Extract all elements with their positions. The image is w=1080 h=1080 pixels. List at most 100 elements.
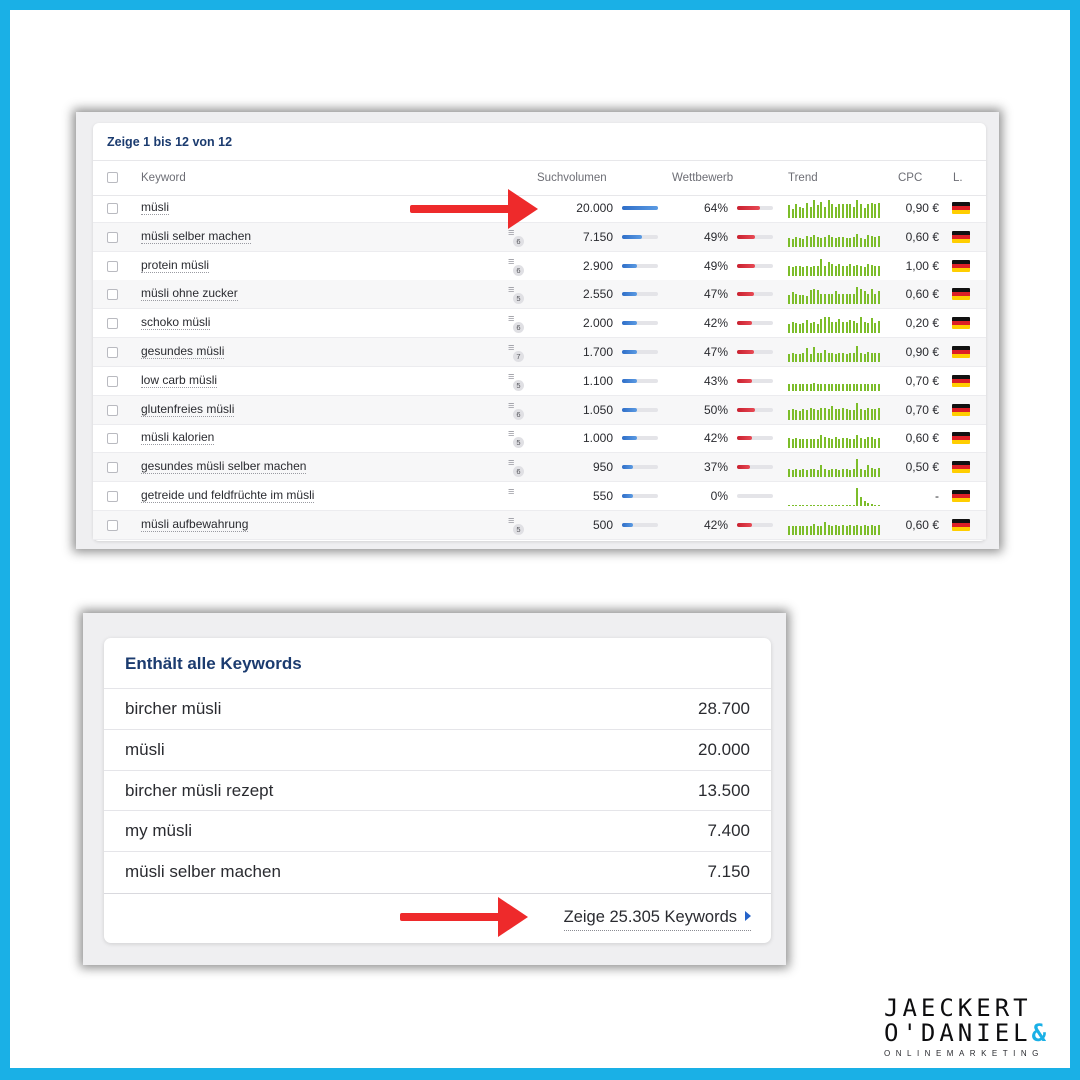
serp-features[interactable]: ≡ 6 xyxy=(508,457,524,478)
trend-bar xyxy=(806,410,808,420)
trend-bar xyxy=(842,505,844,506)
table-row[interactable]: müsli selber machen ≡ 6 7.150 49% 0,60 € xyxy=(93,222,986,252)
keyword-link[interactable]: getreide und feldfrüchte im müsli xyxy=(141,488,315,503)
trend-bar xyxy=(824,293,826,305)
serp-features[interactable]: ≡ xyxy=(508,486,524,506)
table-row[interactable]: müsli kalorien ≡ 5 1.000 42% 0,60 € xyxy=(93,424,986,454)
serp-features[interactable]: ≡ 6 xyxy=(508,313,524,334)
trend-bar xyxy=(824,505,826,506)
keyword-link[interactable]: müsli kalorien xyxy=(141,430,215,446)
cpc-value: 0,60 € xyxy=(905,287,939,302)
column-header-keyword[interactable]: Keyword xyxy=(141,172,186,184)
column-header-language[interactable]: L. xyxy=(953,172,963,184)
trend-bar xyxy=(809,267,812,276)
show-all-keywords-link[interactable]: Zeige 25.305 Keywords xyxy=(563,908,751,931)
keyword-link[interactable]: müsli selber machen xyxy=(141,228,252,244)
serp-features[interactable]: ≡ 6 xyxy=(508,227,524,247)
row-checkbox[interactable] xyxy=(107,289,118,301)
keyword-link[interactable]: müsli xyxy=(141,200,170,215)
competition-value: 47% xyxy=(703,287,728,302)
column-header-volume[interactable]: Suchvolumen xyxy=(537,172,607,184)
serp-features[interactable]: ≡ 6 xyxy=(508,400,524,420)
trend-bar xyxy=(816,526,819,535)
table-row[interactable]: gesundes müsli selber machen ≡ 6 950 37% 0,50… xyxy=(93,453,986,483)
keyword-link[interactable]: gesundes müsli xyxy=(141,344,225,359)
trend-bar xyxy=(798,526,801,535)
trend-sparkline xyxy=(788,371,882,391)
competition-bar xyxy=(737,321,773,326)
serp-features[interactable]: ≡ 5 xyxy=(508,515,524,535)
table-row[interactable]: müsli ohne zucker ≡ 5 2.550 47% 0,60 € xyxy=(93,280,986,310)
column-header-trend[interactable]: Trend xyxy=(788,172,818,184)
column-header-competition[interactable]: Wettbewerb xyxy=(672,172,734,184)
trend-bar xyxy=(791,292,794,305)
select-all-checkbox[interactable] xyxy=(107,172,118,183)
keyword-volume: 7.400 xyxy=(707,821,750,841)
table-row[interactable]: protein müsli ≡ 6 2.900 49% 1,00 € xyxy=(93,252,986,281)
serp-features[interactable]: ≡ 7 xyxy=(508,342,524,362)
trend-bar xyxy=(816,438,819,449)
serp-features[interactable]: ≡ 5 xyxy=(508,428,524,449)
column-header-cpc[interactable]: CPC xyxy=(898,172,923,184)
trend-bar xyxy=(842,321,844,334)
trend-bar xyxy=(791,505,794,506)
table-row[interactable]: gesundes müsli ≡ 7 1.700 47% 0,90 € xyxy=(93,338,986,367)
serp-features[interactable]: ≡ 6 xyxy=(508,256,524,276)
table-row[interactable]: getreide und feldfrüchte im müsli ≡ 550 0% - xyxy=(93,482,986,511)
table-row[interactable]: low carb müsli ≡ 5 1.100 43% 0,70 € xyxy=(93,367,986,396)
serp-features[interactable]: ≡ 5 xyxy=(508,371,524,391)
trend-bar xyxy=(827,353,830,362)
caret-right-icon xyxy=(745,911,751,921)
trend-bar xyxy=(824,349,826,362)
row-checkbox[interactable] xyxy=(107,375,118,387)
trend-bar xyxy=(824,266,826,276)
table-row[interactable]: müsli aufbewahrung ≡ 5 500 42% 0,60 € xyxy=(93,510,986,540)
keyword-link[interactable]: müsli ohne zucker xyxy=(141,286,238,302)
keyword-link[interactable]: protein müsli xyxy=(141,257,210,273)
trend-bar xyxy=(870,384,873,391)
keyword-list-item[interactable]: müsli selber machen 7.150 xyxy=(104,851,771,892)
trend-bar xyxy=(870,352,873,362)
row-checkbox[interactable] xyxy=(107,462,118,474)
competition-value: 42% xyxy=(703,431,728,446)
row-checkbox[interactable] xyxy=(107,433,118,445)
trend-bar xyxy=(816,410,819,420)
keyword-list-item[interactable]: my müsli 7.400 xyxy=(104,810,771,851)
keyword-list-item[interactable]: müsli 20.000 xyxy=(104,728,771,770)
trend-bar xyxy=(802,294,805,305)
row-checkbox[interactable] xyxy=(107,404,118,416)
trend-bar xyxy=(806,236,808,247)
competition-value: 43% xyxy=(703,373,728,388)
keyword-list-item[interactable]: bircher müsli 28.700 xyxy=(104,688,771,729)
trend-bar xyxy=(860,238,862,247)
keyword-link[interactable]: schoko müsli xyxy=(141,315,211,331)
competition-bar xyxy=(737,234,773,239)
keyword-link[interactable]: glutenfreies müsli xyxy=(141,401,235,417)
search-volume: 550 xyxy=(592,489,613,503)
competition-bar-fill xyxy=(737,206,761,210)
row-checkbox[interactable] xyxy=(107,347,118,358)
trend-bar xyxy=(860,496,862,506)
trend-bar xyxy=(834,409,837,420)
search-volume: 1.000 xyxy=(582,431,613,446)
keyword-link[interactable]: müsli aufbewahrung xyxy=(141,516,249,532)
row-checkbox[interactable] xyxy=(107,231,118,243)
serp-features[interactable]: ≡ 5 xyxy=(508,284,524,305)
trend-bar xyxy=(874,293,877,305)
trend-bar xyxy=(874,322,877,334)
show-all-keywords-label: Zeige 25.305 Keywords xyxy=(563,908,737,926)
row-checkbox[interactable] xyxy=(107,519,118,531)
keyword-link[interactable]: gesundes müsli selber machen xyxy=(141,459,307,475)
row-checkbox[interactable] xyxy=(107,491,118,502)
row-checkbox[interactable] xyxy=(107,318,118,330)
trend-bar xyxy=(860,526,862,535)
keyword-link[interactable]: low carb müsli xyxy=(141,372,218,388)
table-row[interactable]: schoko müsli ≡ 6 2.000 42% 0,20 € xyxy=(93,309,986,339)
row-checkbox[interactable] xyxy=(107,260,118,272)
row-checkbox[interactable] xyxy=(107,203,118,214)
trend-bar xyxy=(863,438,866,449)
table-row[interactable]: glutenfreies müsli ≡ 6 1.050 50% 0,70 € xyxy=(93,395,986,425)
trend-bar xyxy=(791,438,794,449)
keyword-list-item[interactable]: bircher müsli rezept 13.500 xyxy=(104,769,771,811)
